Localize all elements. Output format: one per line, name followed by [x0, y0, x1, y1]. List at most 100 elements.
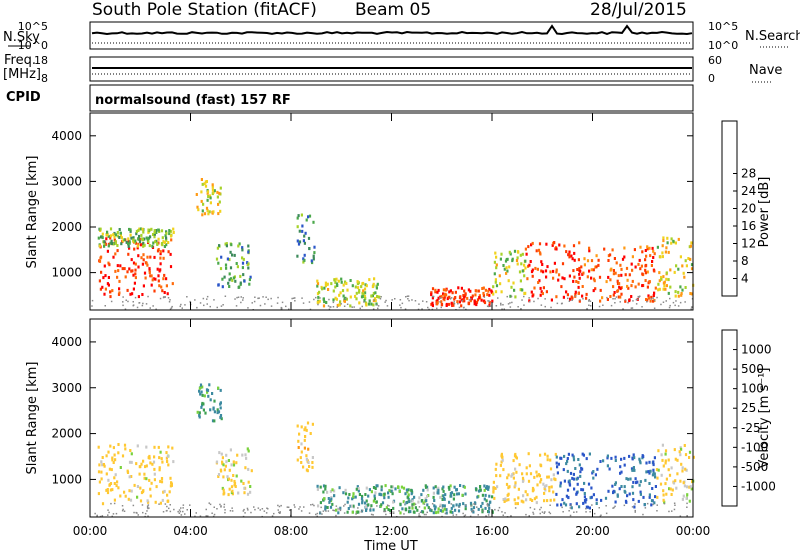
echo-cell	[143, 237, 146, 241]
echo-cell	[128, 267, 131, 271]
ground-scatter-dot	[549, 512, 552, 515]
ground-scatter-dot	[488, 300, 490, 302]
ground-scatter-dot	[569, 514, 572, 517]
echo-cell	[432, 491, 435, 495]
echo-cell	[595, 254, 598, 258]
echo-cell	[592, 493, 595, 497]
echo-cell	[455, 503, 458, 507]
echo-cell	[172, 460, 175, 464]
echo-cell	[228, 487, 231, 491]
echo-cell	[324, 484, 327, 488]
echo-cell	[129, 449, 132, 452]
ground-scatter-dot	[399, 299, 402, 301]
ground-scatter-dot	[259, 304, 262, 307]
echo-cell	[619, 465, 622, 469]
ground-scatter-dot	[439, 505, 441, 508]
echo-cell	[648, 495, 651, 499]
echo-cell	[652, 294, 655, 297]
echo-cell	[557, 278, 560, 282]
echo-cell	[492, 486, 495, 490]
echo-cell	[166, 460, 169, 463]
echo-cell	[512, 472, 515, 476]
echo-cell	[526, 493, 529, 497]
echo-cell	[408, 506, 411, 510]
echo-cell	[217, 473, 221, 476]
echo-cell	[367, 494, 370, 498]
echo-cell	[524, 259, 527, 263]
echo-cell	[662, 275, 665, 279]
echo-cell	[501, 455, 504, 459]
echo-cell	[662, 239, 665, 243]
echo-cell	[196, 410, 199, 414]
echo-cell	[128, 227, 131, 231]
echo-cell	[456, 300, 459, 304]
echo-cell	[510, 285, 513, 289]
echo-cell	[505, 482, 509, 486]
echo-cell	[580, 488, 583, 492]
echo-cell	[462, 502, 465, 506]
ground-scatter-dot	[568, 510, 570, 512]
ground-scatter-dot	[637, 298, 639, 300]
ground-scatter-dot	[315, 296, 317, 299]
ground-scatter-dot	[186, 296, 188, 298]
echo-cell	[488, 293, 491, 297]
echo-cell	[372, 486, 376, 489]
ground-scatter-dot	[398, 510, 400, 512]
ground-scatter-dot	[220, 505, 222, 507]
echo-cell	[431, 301, 434, 305]
echo-cell	[583, 257, 586, 261]
echo-cell	[155, 231, 158, 234]
echo-cell	[690, 263, 694, 267]
echo-cell	[628, 273, 631, 277]
echo-cell	[316, 282, 320, 286]
echo-cell	[110, 468, 113, 472]
echo-cell	[198, 415, 201, 419]
echo-cell	[437, 486, 440, 490]
echo-cell	[486, 293, 489, 297]
ground-scatter-dot	[489, 305, 492, 307]
echo-cell	[296, 239, 299, 243]
echo-cell	[677, 290, 680, 294]
echo-cell	[207, 195, 210, 198]
echo-cell	[134, 268, 137, 272]
echo-cell	[112, 242, 115, 246]
echo-cell	[445, 302, 448, 306]
echo-cell	[159, 479, 162, 483]
echo-cell	[541, 292, 544, 296]
ground-scatter-dot	[258, 297, 260, 299]
echo-cell	[494, 467, 497, 471]
echo-cell	[450, 301, 453, 305]
freq-label: Freq.	[4, 53, 36, 68]
echo-cell	[233, 481, 237, 485]
echo-cell	[681, 469, 684, 473]
ground-scatter-dot	[122, 304, 124, 307]
echo-cell	[623, 463, 626, 467]
nsky-tick-top: 10^5	[18, 20, 48, 33]
echo-cell	[247, 262, 250, 266]
echo-cell	[451, 291, 454, 295]
echo-cell	[151, 244, 154, 248]
ground-scatter-dot	[229, 510, 232, 512]
echo-cell	[505, 258, 508, 261]
echo-cell	[139, 486, 142, 490]
echo-cell	[203, 212, 207, 216]
echo-cell	[442, 509, 445, 513]
echo-cell	[203, 182, 206, 186]
echo-cell	[147, 228, 150, 232]
echo-cell	[363, 294, 367, 298]
ground-scatter-dot	[418, 513, 420, 515]
echo-cell	[531, 294, 534, 298]
ground-scatter-dot	[220, 506, 222, 508]
echo-cell	[425, 499, 428, 503]
ground-scatter-dot	[328, 308, 331, 311]
ground-scatter-dot	[196, 306, 198, 309]
ground-scatter-dot	[216, 306, 218, 309]
nave-label: Nave	[749, 63, 782, 78]
echo-cell	[494, 280, 497, 284]
ground-scatter-dot	[319, 511, 321, 514]
echo-cell	[371, 294, 374, 298]
echo-cell	[349, 279, 352, 282]
ground-scatter-dot	[182, 504, 185, 506]
echo-cell	[145, 477, 148, 481]
ground-scatter-dot	[182, 510, 184, 513]
